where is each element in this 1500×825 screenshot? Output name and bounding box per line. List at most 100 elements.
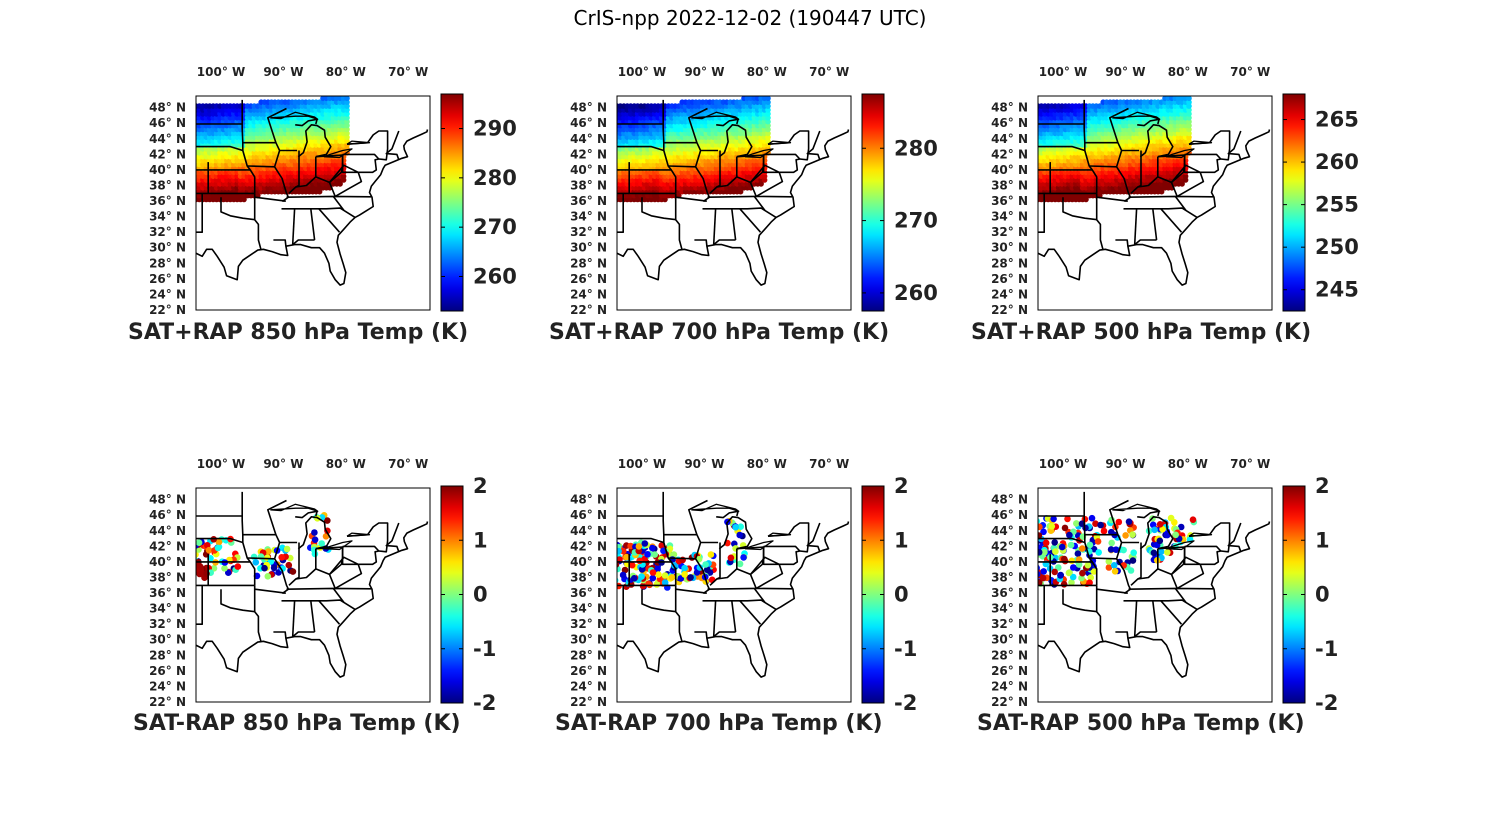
state-line — [295, 510, 318, 519]
swath-sample — [1186, 130, 1192, 137]
difference-sample — [1084, 561, 1092, 569]
difference-sample — [1177, 523, 1185, 531]
lat-tick-label: 42° N — [570, 539, 607, 553]
difference-sample — [1040, 568, 1047, 575]
swath-sample — [1083, 196, 1089, 203]
difference-sample — [311, 536, 319, 543]
difference-sample — [1074, 550, 1082, 557]
state-line — [1084, 141, 1123, 168]
lat-tick-label: 38° N — [570, 571, 607, 585]
difference-sample — [1156, 521, 1164, 528]
state-line — [712, 600, 717, 637]
colorbar-tick-label: -2 — [894, 691, 917, 715]
state-line — [1137, 510, 1160, 519]
lat-tick-label: 38° N — [570, 179, 607, 193]
swath-sample — [765, 103, 771, 109]
swath-sample — [1186, 111, 1192, 117]
difference-sample — [196, 539, 203, 546]
colorbar-tick-label: 0 — [1315, 583, 1330, 607]
difference-sample — [1088, 514, 1096, 522]
state-line — [1038, 145, 1086, 152]
colorbar-tick-label: 265 — [1315, 108, 1359, 132]
state-line — [1095, 585, 1104, 642]
state-line — [702, 207, 777, 219]
state-line — [674, 193, 683, 250]
difference-sample — [658, 542, 665, 549]
difference-sample — [1149, 521, 1157, 529]
difference-sample — [644, 551, 651, 558]
lat-tick-label: 28° N — [570, 256, 607, 270]
lake-outline — [691, 503, 740, 512]
map-700-diff: 100° W 90° W 80° W 70° W 48° N46° N 44° N42° … — [570, 457, 917, 715]
state-line — [1084, 533, 1123, 560]
swath-sample — [1186, 126, 1192, 133]
lat-tick-label: 26° N — [570, 272, 607, 286]
swath-sample — [1186, 107, 1192, 113]
difference-sample — [261, 564, 268, 572]
difference-sample — [620, 547, 627, 555]
lat-tick-label: 32° N — [149, 225, 186, 239]
difference-sample — [1029, 546, 1036, 553]
colorbar-tick-label: 0 — [473, 583, 488, 607]
difference-sample — [1028, 542, 1035, 549]
state-line — [1095, 193, 1104, 250]
state-line — [767, 130, 810, 161]
lat-tick-label: 44° N — [991, 524, 1028, 538]
lat-tick-label: 32° N — [570, 225, 607, 239]
state-line — [281, 599, 356, 611]
difference-sample — [1108, 528, 1115, 536]
lon-tick-label: 100° W — [618, 457, 666, 471]
map-frame — [616, 487, 852, 703]
panel-caption: SAT+RAP 700 hPa Temp (K) — [549, 320, 890, 345]
lon-tick-label: 70° W — [388, 65, 428, 79]
state-line — [1123, 599, 1198, 611]
lat-tick-label: 22° N — [149, 695, 186, 709]
lon-tick-label: 70° W — [388, 457, 428, 471]
swath-sample — [765, 122, 771, 129]
lat-tick-label: 28° N — [149, 256, 186, 270]
difference-sample — [1069, 573, 1077, 581]
colorbar — [1282, 93, 1306, 312]
lon-tick-label: 70° W — [809, 457, 849, 471]
state-line — [328, 164, 363, 198]
state-line — [806, 130, 821, 161]
difference-sample — [661, 579, 669, 586]
state-line — [253, 193, 262, 250]
swath-sample — [765, 130, 771, 137]
state-line — [267, 107, 287, 143]
difference-sample — [1030, 566, 1037, 573]
difference-sample — [187, 551, 194, 558]
lat-tick-label: 36° N — [991, 586, 1028, 600]
difference-sample — [661, 572, 669, 579]
difference-sample — [1172, 531, 1179, 539]
difference-sample — [1111, 568, 1119, 575]
lat-tick-label: 38° N — [149, 571, 186, 585]
state-line — [1137, 548, 1159, 580]
lon-tick-label: 70° W — [809, 65, 849, 79]
difference-sample — [1090, 568, 1098, 575]
lat-tick-label: 44° N — [570, 132, 607, 146]
difference-sample — [264, 573, 272, 580]
difference-sample — [1029, 561, 1036, 568]
swath-sample — [765, 126, 771, 133]
state-line — [688, 499, 708, 535]
difference-sample — [1030, 526, 1037, 533]
colorbar-tick-label: 290 — [473, 117, 517, 141]
state-line — [1038, 537, 1086, 544]
difference-sample — [225, 569, 232, 576]
difference-sample — [1125, 518, 1133, 525]
state-line — [716, 510, 739, 519]
state-line — [753, 587, 766, 603]
lat-tick-label: 26° N — [149, 664, 186, 678]
state-line — [1115, 631, 1129, 639]
difference-sample — [1038, 579, 1043, 586]
lake-outline — [1165, 540, 1195, 551]
difference-sample — [1156, 537, 1164, 545]
swath-sample — [1186, 115, 1192, 121]
state-boundaries — [1038, 99, 1271, 286]
swath-sample — [761, 173, 768, 179]
lon-tick-label: 80° W — [326, 457, 366, 471]
difference-sample — [1086, 579, 1093, 586]
difference-sample — [1130, 549, 1137, 556]
lon-tick-label: 80° W — [747, 457, 787, 471]
